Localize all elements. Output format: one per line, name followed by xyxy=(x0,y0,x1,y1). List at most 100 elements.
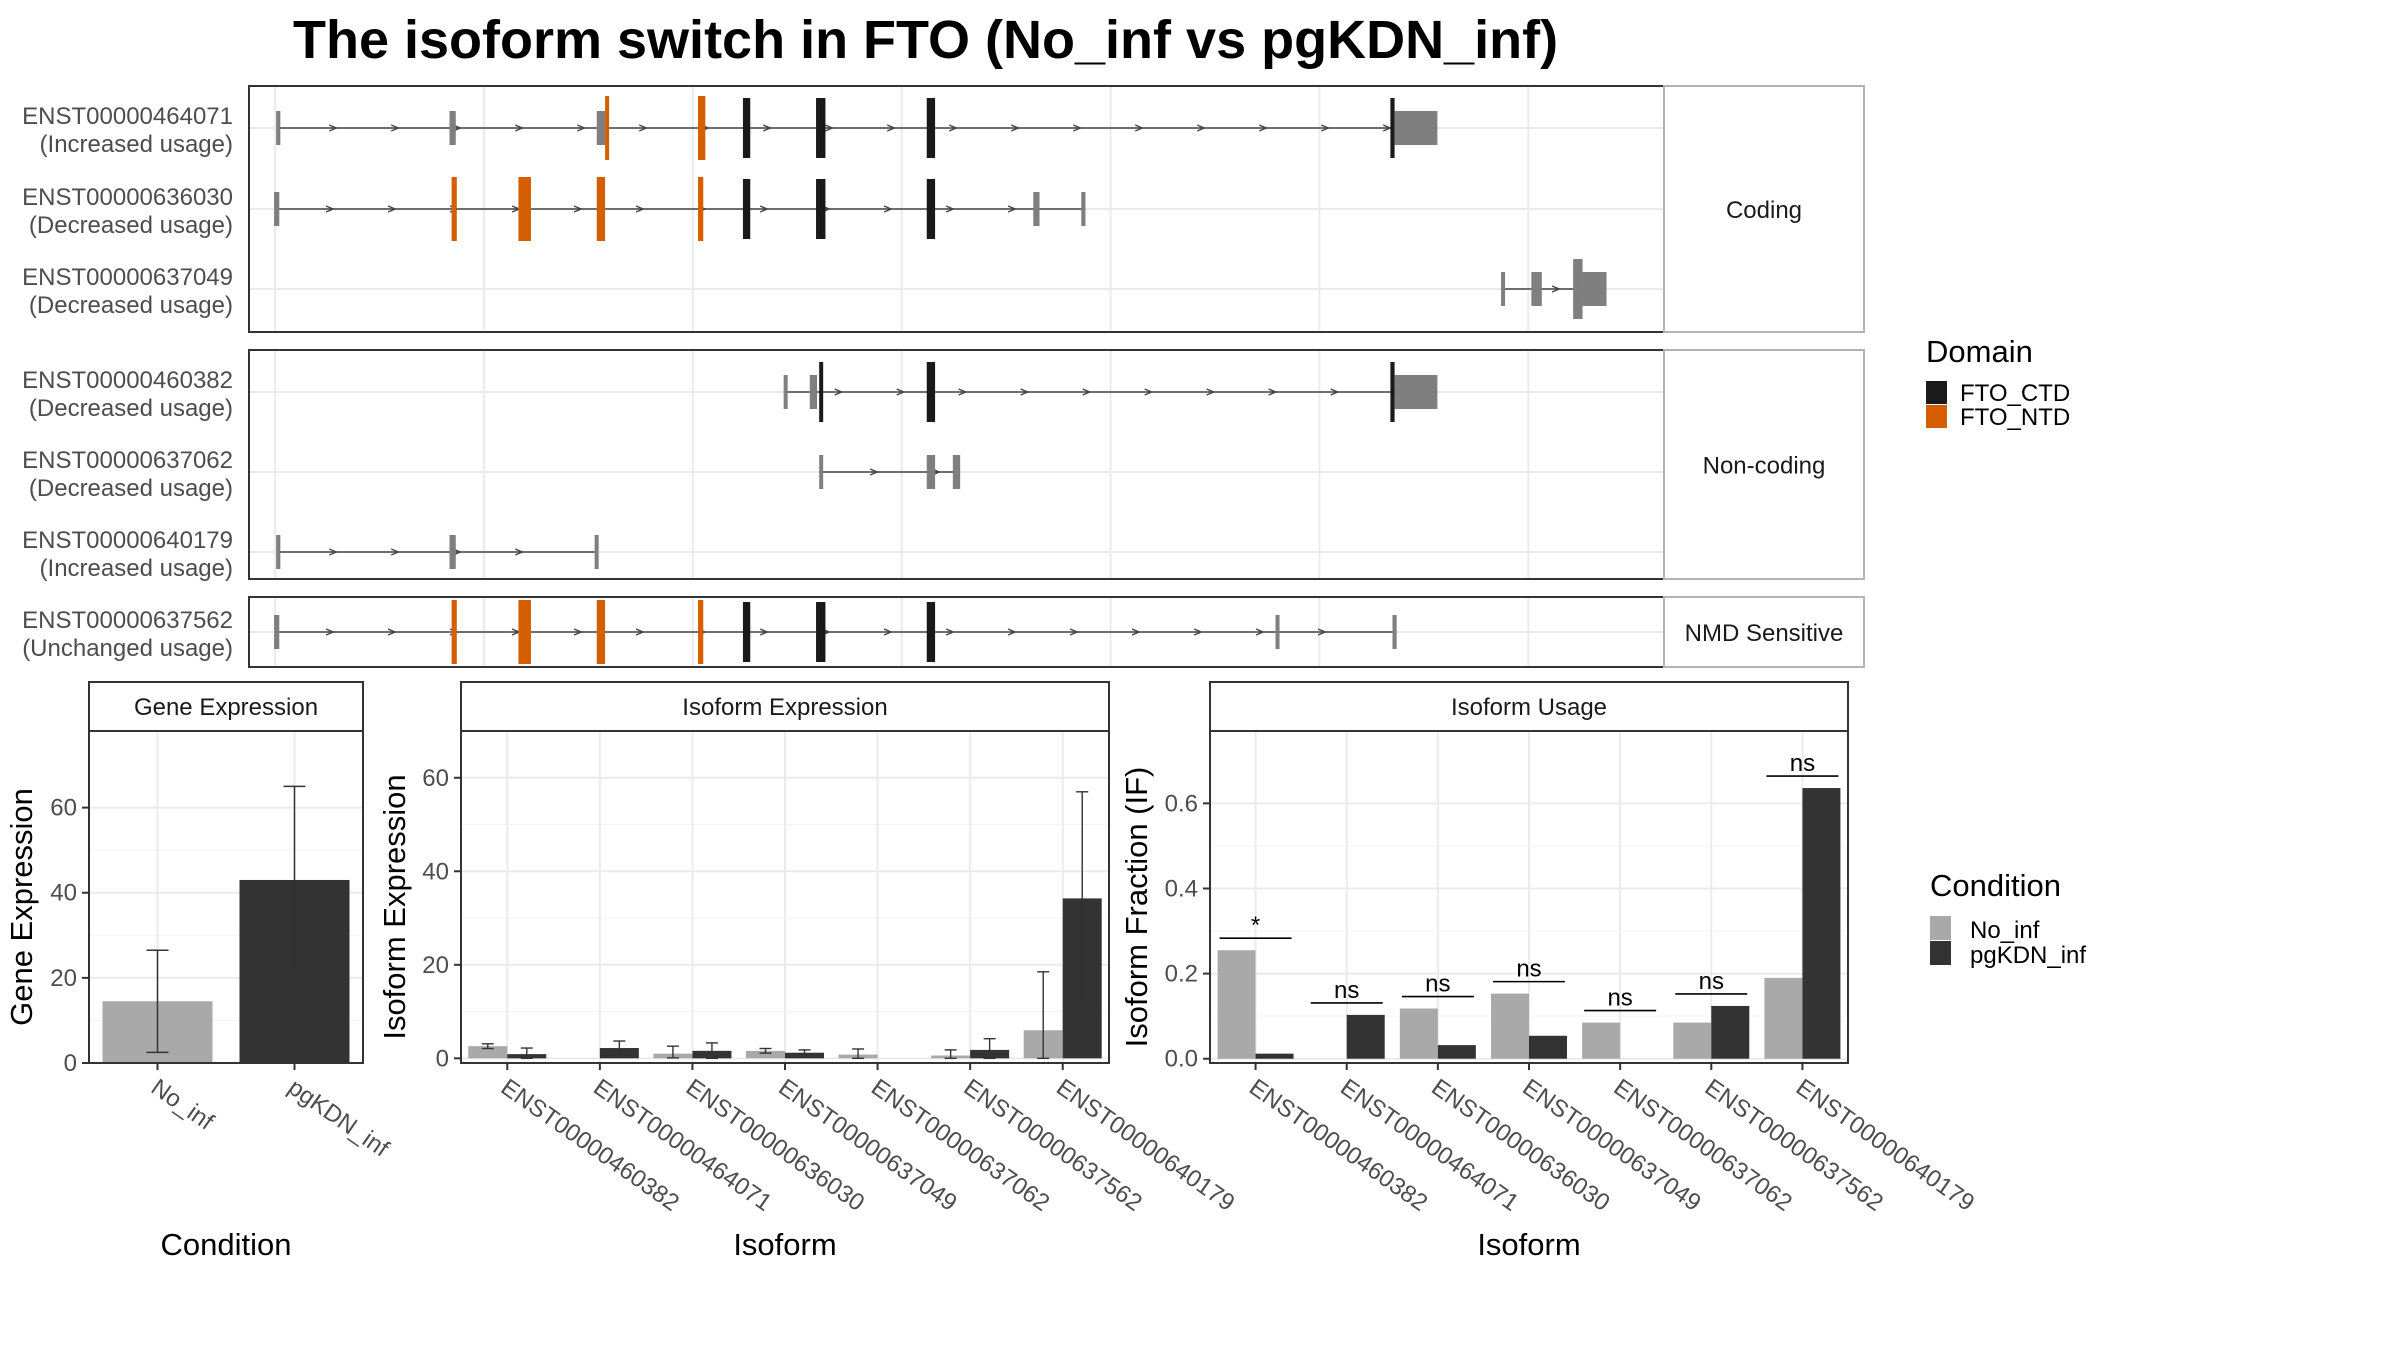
fto-ntd-exon xyxy=(451,600,457,664)
isoform-id-label: ENST00000640179 xyxy=(22,527,233,554)
fto-ctd-exon xyxy=(819,362,824,422)
direction-arrow xyxy=(390,124,401,132)
fto-ctd-exon xyxy=(1390,98,1395,158)
direction-arrow xyxy=(573,628,583,636)
direction-arrow xyxy=(869,468,879,476)
chart-strip xyxy=(460,681,1110,732)
utr-exon xyxy=(276,535,281,569)
bar-pgKDN_inf-ENST00000460382 xyxy=(1255,1053,1294,1059)
direction-arrow xyxy=(1010,124,1021,132)
direction-arrow xyxy=(1320,124,1331,132)
direction-arrow xyxy=(1330,388,1340,396)
isoform-ENST00000637049: ENST00000637049(Decreased usage) xyxy=(22,259,1607,319)
bar-pgKDN_inf-ENST00000636030 xyxy=(1437,1045,1476,1059)
domain-legend: Domain FTO_CTD FTO_NTD xyxy=(1926,334,2070,431)
isoform-ENST00000637562: ENST00000637562(Unchanged usage) xyxy=(22,600,1397,664)
fto-ntd-exon xyxy=(518,600,531,664)
significance-label: ns xyxy=(1425,971,1450,998)
fto-ctd-exon xyxy=(926,179,936,239)
bar-pgKDN_inf-ENST00000640179 xyxy=(1802,788,1841,1059)
significance-label: ns xyxy=(1516,956,1541,983)
direction-arrow xyxy=(573,205,583,213)
figure-title: The isoform switch in FTO (No_inf vs pgK… xyxy=(293,10,1558,70)
utr-exon xyxy=(809,375,818,409)
isoform-id-label: ENST00000460382 xyxy=(22,367,233,394)
isoform-id-label: ENST00000637062 xyxy=(22,447,233,474)
direction-arrow xyxy=(1258,124,1269,132)
direction-arrow xyxy=(945,205,955,213)
utr-exon xyxy=(276,111,281,145)
isoform-structure-panels: ENST00000464071(Increased usage)ENST0000… xyxy=(22,85,1865,668)
structure-strip-label: Coding xyxy=(1726,197,1802,224)
significance-label: ns xyxy=(1607,985,1632,1012)
y-tick-label: 0.2 xyxy=(1165,961,1198,988)
direction-arrow xyxy=(1255,628,1265,636)
direction-arrow xyxy=(328,548,339,556)
direction-arrow xyxy=(834,388,844,396)
direction-arrow xyxy=(759,628,769,636)
pgkdn-inf-legend-key xyxy=(1930,941,1951,965)
direction-arrow xyxy=(514,548,525,556)
direction-arrow xyxy=(762,124,773,132)
direction-arrow xyxy=(387,205,397,213)
structure-strip xyxy=(1663,85,1865,333)
fto-ntd-legend-label: FTO_NTD xyxy=(1960,404,2070,431)
y-tick-label: 40 xyxy=(50,880,77,907)
isoform-usage-label: (Decreased usage) xyxy=(29,395,233,422)
direction-arrow xyxy=(945,628,955,636)
direction-arrow xyxy=(390,548,401,556)
fto-ctd-exon xyxy=(1390,362,1395,422)
direction-arrow xyxy=(886,124,897,132)
y-tick-label: 40 xyxy=(422,858,449,885)
y-axis-title: Gene Expression xyxy=(4,788,39,1026)
isoform-ENST00000640179: ENST00000640179(Increased usage) xyxy=(22,527,599,582)
structure-strip xyxy=(1663,596,1865,668)
significance-label: * xyxy=(1251,912,1260,939)
utr-exon xyxy=(274,615,280,649)
bar-No_inf-ENST00000637062 xyxy=(1582,1022,1621,1059)
domain-legend-title: Domain xyxy=(1926,334,2033,369)
direction-arrow xyxy=(638,124,649,132)
y-tick-label: 20 xyxy=(50,965,77,992)
utr-exon xyxy=(1573,259,1583,319)
chart-strip-title: Isoform Expression xyxy=(682,694,887,721)
direction-arrow xyxy=(1131,628,1141,636)
y-axis-title: Isoform Expression xyxy=(377,774,412,1039)
fto-ntd-exon xyxy=(596,177,606,241)
isoform-usage-label: (Decreased usage) xyxy=(29,475,233,502)
y-tick-label: 20 xyxy=(422,952,449,979)
direction-arrow xyxy=(1268,388,1278,396)
direction-arrow xyxy=(1020,388,1030,396)
bar-No_inf-ENST00000640179 xyxy=(1764,977,1803,1059)
direction-arrow xyxy=(328,124,339,132)
direction-arrow xyxy=(1082,388,1092,396)
structure-panel-nmd-sensitive: ENST00000637562(Unchanged usage) NMD Sens… xyxy=(22,596,1865,668)
bar-No_inf-ENST00000637049 xyxy=(1491,993,1529,1059)
no-inf-legend-label: No_inf xyxy=(1970,917,2040,944)
utr-exon xyxy=(783,375,788,409)
fto-ctd-exon xyxy=(926,98,936,158)
y-tick-label: 0 xyxy=(436,1045,449,1072)
bar-pgKDN_inf-ENST00000637049 xyxy=(1529,1035,1567,1059)
direction-arrow xyxy=(576,124,587,132)
direction-arrow xyxy=(1069,628,1079,636)
no-inf-legend-key xyxy=(1930,916,1951,940)
significance-label: ns xyxy=(1790,750,1815,777)
utr-exon xyxy=(596,111,606,145)
direction-arrow xyxy=(1134,124,1145,132)
y-tick-label: 0.6 xyxy=(1165,790,1198,817)
direction-arrow xyxy=(1072,124,1083,132)
isoform-usage-label: (Decreased usage) xyxy=(29,292,233,319)
direction-arrow xyxy=(325,628,335,636)
direction-arrow xyxy=(958,388,968,396)
structure-strip xyxy=(1663,349,1865,580)
isoform-id-label: ENST00000637562 xyxy=(22,607,233,634)
fto-ctd-exon xyxy=(742,98,751,158)
utr-exon xyxy=(1081,192,1086,226)
fto-ctd-exon xyxy=(926,602,936,662)
utr-exon xyxy=(819,455,824,489)
utr-exon xyxy=(274,192,280,226)
fto-ntd-exon xyxy=(596,600,606,664)
utr-exon xyxy=(1531,272,1542,306)
direction-arrow xyxy=(883,628,893,636)
